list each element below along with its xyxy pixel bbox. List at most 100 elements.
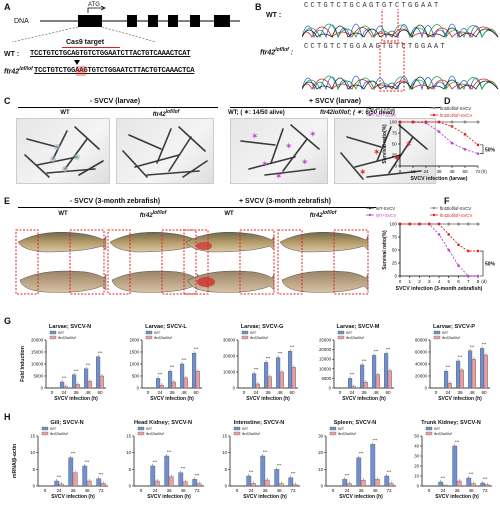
- x-tick-label: 48: [373, 390, 379, 395]
- x-tick-label: 0: [435, 390, 438, 395]
- bar: [456, 480, 462, 487]
- chart-title: Intenstine; SVCV-N: [234, 420, 285, 426]
- x-tick-label: 6: [457, 279, 460, 284]
- x-tick-label: 36: [358, 488, 364, 493]
- y-tick-label: 5: [129, 467, 132, 472]
- fish-group: [17, 232, 369, 293]
- y-tick-label: 0: [129, 484, 132, 489]
- significance-marker: ***: [470, 344, 475, 349]
- x-tick-label: 60: [193, 390, 199, 395]
- x-tick-label: 72: [98, 488, 104, 493]
- x-tick-label: 24: [440, 488, 446, 493]
- bar: [356, 457, 362, 487]
- bar: [192, 479, 198, 487]
- data-point: [463, 147, 467, 151]
- x-axis-title: SVCV infection (h): [438, 396, 482, 402]
- legend-label: ftr42lof/lof: [242, 431, 260, 436]
- atg-label: ATG: [88, 2, 100, 8]
- x-tick-label: 24: [56, 488, 62, 493]
- x-tick-label: 24: [152, 488, 158, 493]
- data-point: [466, 274, 470, 278]
- bar: [444, 371, 449, 389]
- cas9-target-label: Cas9 target: [66, 39, 105, 46]
- bar: [58, 483, 64, 487]
- legend-swatch: [41, 431, 49, 436]
- x-axis-title: SVCV infection (h): [246, 396, 290, 402]
- mut-seq-label: ftr42lof/lof :: [4, 66, 38, 76]
- data-point: [463, 133, 467, 136]
- x-tick-label: 24: [344, 488, 350, 493]
- bar: [86, 480, 92, 487]
- y-tick-label: 15: [222, 434, 227, 439]
- y-tick-label: 10000: [319, 366, 332, 371]
- data-point: [457, 243, 460, 246]
- y-axis-title: mRNA/β-actin: [12, 444, 18, 478]
- significance-marker: ***: [345, 472, 350, 477]
- data-point: [450, 125, 454, 128]
- x-tick-label: 36: [361, 390, 367, 395]
- legend-marker: [368, 106, 372, 110]
- y-axis-title: Survival ratio(%): [382, 124, 388, 164]
- data-point: [450, 120, 454, 124]
- x-tick-label: 0: [339, 390, 342, 395]
- y-tick-label: 30: [414, 454, 419, 459]
- y-tick-label: 0: [41, 386, 44, 391]
- y-tick-label: 2000: [129, 338, 139, 343]
- x-tick-label: 60: [462, 169, 468, 174]
- legend-label: ftr42lof/lof: [250, 335, 268, 340]
- svg-text:✶: ✶: [301, 157, 309, 167]
- x-axis-title: SVCV infection (h): [147, 494, 191, 500]
- x-tick-label: 48: [468, 488, 474, 493]
- x-tick-label: 48: [180, 488, 186, 493]
- plus-svcv-larvae-title: + SVCV (larvae): [309, 98, 361, 105]
- x-axis-title: SVCV infection (h): [51, 494, 95, 500]
- legend-swatch: [329, 431, 337, 436]
- y-tick-label: 15000: [319, 357, 332, 362]
- legend-label: WT: [250, 330, 257, 335]
- bar: [468, 350, 473, 389]
- x-tick-label: 48: [276, 488, 282, 493]
- x-axis-title: SVCV infection (h): [342, 396, 386, 402]
- x-unit-label: (h): [481, 169, 487, 174]
- bar: [159, 384, 164, 389]
- data-point: [467, 222, 470, 226]
- bar: [279, 371, 284, 389]
- y-tick-label: 10: [30, 450, 35, 455]
- y-tick-label: 50: [392, 248, 398, 253]
- significance-marker: ***: [74, 368, 79, 373]
- bar: [374, 479, 380, 487]
- legend-label: ftr42lof/lof: [346, 335, 364, 340]
- legend-swatch: [425, 426, 433, 431]
- x-tick-label: 36: [73, 390, 79, 395]
- bar: [351, 386, 356, 389]
- bar: [150, 465, 156, 487]
- bar: [274, 469, 280, 487]
- significance-marker: ***: [98, 350, 103, 355]
- significance-marker: ***: [387, 469, 392, 474]
- data-point: [437, 120, 441, 124]
- bar: [168, 371, 173, 389]
- series-line-2: [400, 121, 479, 155]
- panel-a-label: A: [4, 2, 11, 12]
- bar: [480, 482, 486, 487]
- chart-title: Larvae; SVCV-L: [145, 324, 187, 330]
- legend-label: ftr42lof/lof: [58, 335, 76, 340]
- x-axis-title: SVCV infection (h): [339, 494, 383, 500]
- x-tick-label: 48: [85, 390, 91, 395]
- data-point: [476, 249, 480, 253]
- legend-swatch: [337, 335, 345, 340]
- bar: [348, 378, 353, 389]
- y-tick-label: 0: [417, 484, 420, 489]
- significance-marker: ***: [182, 357, 187, 362]
- data-point: [476, 152, 480, 155]
- x-tick-label: 24: [248, 488, 254, 493]
- legend-swatch: [241, 330, 249, 335]
- bar: [388, 483, 394, 487]
- x-tick-label: 48: [372, 488, 378, 493]
- title-underline: [18, 107, 218, 108]
- svg-text:✶: ✶: [373, 147, 381, 157]
- y-tick-label: 0: [394, 164, 397, 169]
- bar: [459, 369, 464, 389]
- chart-title: Larvae; SVCV-G: [241, 324, 284, 330]
- larvae-photo-mut-svcv: ✶ ✶ ✶ ✶: [334, 118, 436, 184]
